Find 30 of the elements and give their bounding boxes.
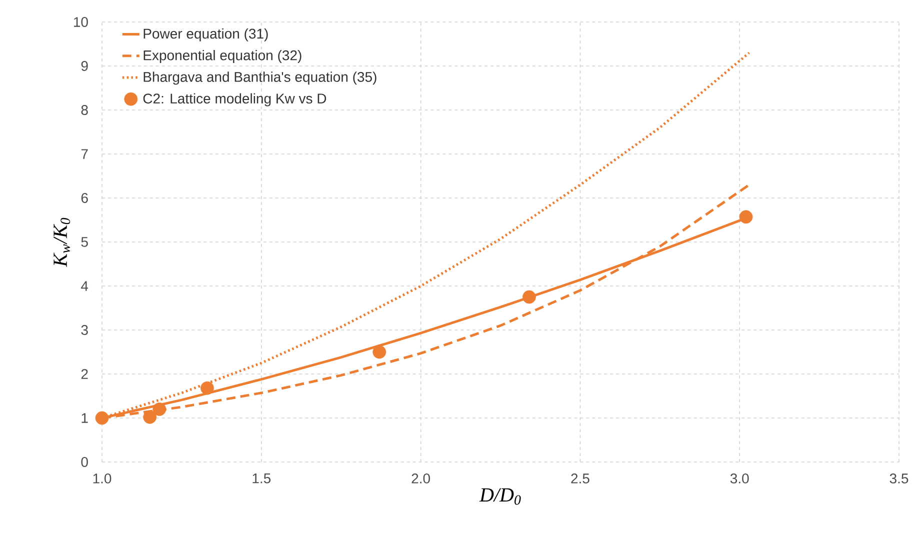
- x-tick-label: 2.0: [412, 474, 430, 484]
- point: [739, 210, 753, 224]
- x-axis-title: D/D$_{0}$: [479, 488, 521, 505]
- point: [152, 402, 166, 416]
- legend-label: C2: Lattice modeling Kw vs D: [143, 93, 326, 106]
- y-tick-label: 10: [74, 17, 88, 27]
- y-tick-label: 3: [81, 325, 88, 335]
- point: [372, 345, 386, 359]
- x-tick-label: 1.0: [93, 474, 112, 484]
- point: [143, 410, 157, 424]
- x-tick-label: 3.0: [730, 474, 749, 484]
- point: [522, 290, 536, 304]
- y-tick-label: 6: [81, 193, 88, 203]
- y-tick-label: 5: [81, 237, 88, 247]
- y-tick-label: 1: [82, 413, 88, 423]
- y-tick-label: 0: [81, 457, 88, 467]
- legend-label: Exponential equation (32): [144, 50, 302, 64]
- x-tick-label: 1.5: [252, 474, 271, 484]
- y-tick-label: 4: [81, 281, 88, 291]
- y-tick-label: 8: [81, 105, 88, 115]
- y-tick-label: 9: [81, 61, 88, 71]
- x-tick-label: 3.5: [890, 474, 908, 484]
- y-tick-label: 2: [81, 369, 88, 379]
- legend-label: Power equation (31): [144, 28, 268, 42]
- x-tick-label: 2.5: [571, 474, 590, 484]
- y-axis-title: K$_{w}$/K$_{0}$: [54, 218, 70, 268]
- legend-label: Bhargava and Banthia's equation (35): [144, 72, 376, 85]
- point: [95, 411, 109, 425]
- point: [200, 381, 214, 395]
- y-tick-label: 7: [81, 149, 88, 159]
